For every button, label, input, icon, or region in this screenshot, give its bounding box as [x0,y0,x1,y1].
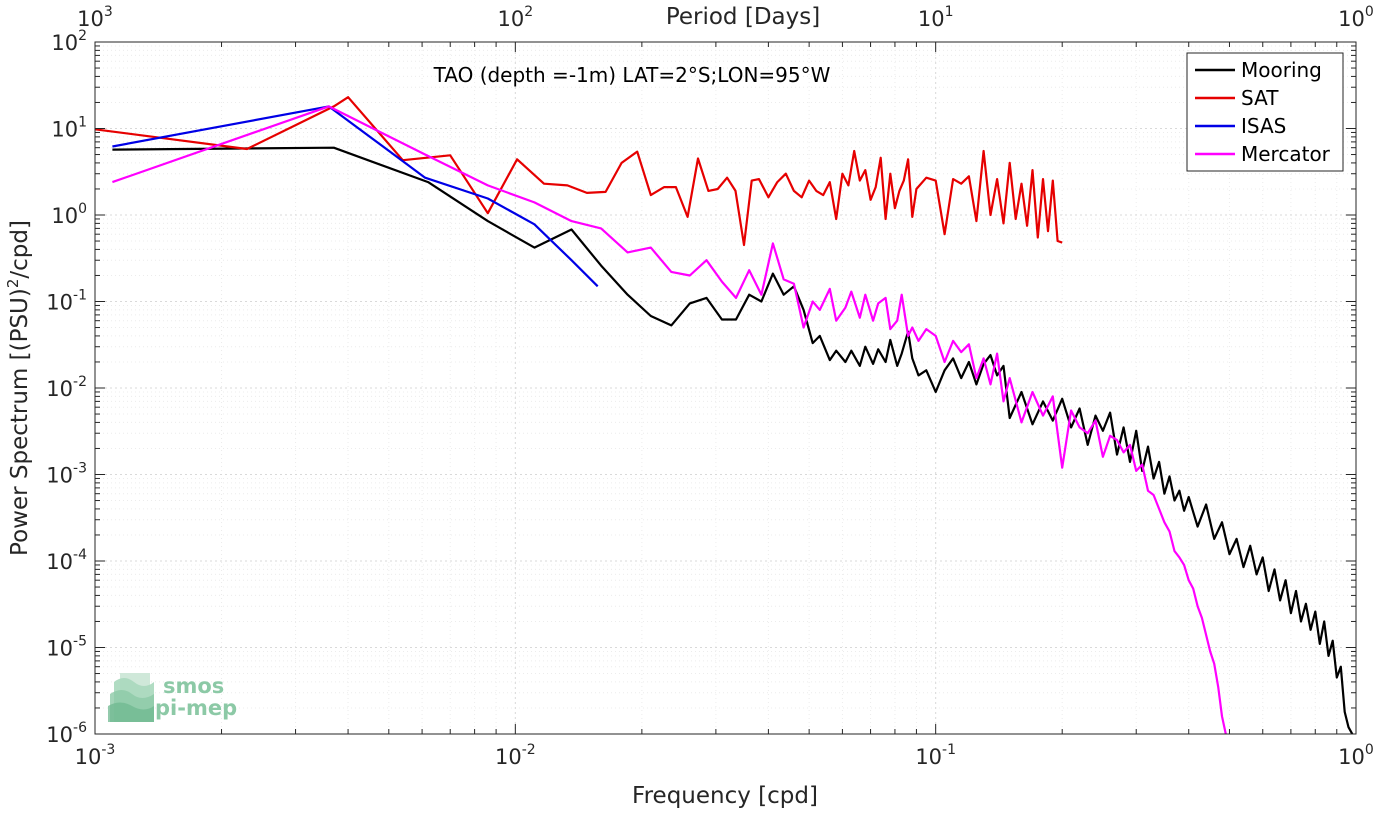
x-tick-label: 100 [1338,742,1374,769]
top-tick-label-base: 10 [498,7,525,31]
y-axis-label-superscript: 2 [4,279,22,289]
top-tick-label: 102 [498,4,534,31]
top-tick-label-base: 10 [1338,7,1365,31]
series-line-mooring [112,146,1354,735]
y-tick-label-exponent: -4 [73,547,87,563]
x-tick-label-base: 10 [915,745,942,769]
logo-text-pimep: pi-mep [155,696,237,720]
x-tick-label: 10-3 [75,742,116,769]
y-tick-label-exponent: -3 [73,461,87,477]
series-layer [94,96,1354,735]
series-line-mercator [112,105,1227,735]
top-tick-label-exponent: 3 [104,4,113,20]
y-tick-label-base: 10 [51,204,78,228]
y-tick-label: 10-3 [46,461,87,488]
y-tick-label-exponent: 2 [78,28,87,44]
top-tick-label: 103 [77,4,113,31]
top-axis-label: Period [Days] [666,4,820,30]
x-tick-label-base: 10 [1338,745,1365,769]
x-tick-label-exponent: -1 [942,742,956,758]
y-tick-label-base: 10 [51,31,78,55]
top-tick-label-exponent: 0 [1365,4,1374,20]
x-tick-label-exponent: 0 [1365,742,1374,758]
y-tick-label: 10-2 [46,374,87,401]
y-tick-label-exponent: -2 [73,374,87,390]
logo-text-smos: smos [163,674,224,698]
series-line-sat [94,96,1063,247]
y-tick-label-exponent: -1 [73,288,87,304]
top-tick-label-exponent: 2 [524,4,533,20]
x-tick-label: 10-2 [495,742,536,769]
x-tick-label-exponent: -3 [101,742,115,758]
smos-pi-mep-logo: smos pi-mep [108,673,237,722]
top-tick-label-exponent: 1 [945,4,954,20]
x-tick-label-exponent: -2 [522,742,536,758]
legend-label-mooring: Mooring [1241,58,1322,82]
y-tick-label-base: 10 [46,550,73,574]
y-tick-label-exponent: 0 [78,201,87,217]
legend-label-isas: ISAS [1241,114,1286,138]
y-tick-label: 100 [51,201,87,228]
x-tick-label-base: 10 [75,745,102,769]
y-tick-label-base: 10 [51,118,78,142]
top-tick-label: 101 [918,4,954,31]
y-tick-label: 10-4 [46,547,87,574]
x-tick-label-base: 10 [495,745,522,769]
y-axis-label: Power Spectrum [(PSU)2/cpd] [4,220,33,556]
y-tick-label-exponent: -5 [73,634,87,650]
top-tick-label: 100 [1338,4,1374,31]
y-axis-label-suffix: /cpd] [7,220,33,279]
y-tick-label-base: 10 [46,377,73,401]
y-tick-label-exponent: -6 [73,720,87,736]
top-tick-label-base: 10 [918,7,945,31]
y-axis-label-prefix: Power Spectrum [(PSU) [7,288,33,556]
y-tick-label: 10-5 [46,634,87,661]
y-tick-label-exponent: 1 [78,115,87,131]
y-tick-label-base: 10 [46,723,73,747]
top-tick-label-base: 10 [77,7,104,31]
chart-title: TAO (depth =-1m) LAT=2°S;LON=95°W [433,63,831,87]
legend-box [1186,52,1344,172]
x-axis-label: Frequency [cpd] [632,783,818,809]
y-tick-label-base: 10 [46,637,73,661]
y-tick-label: 10-6 [46,720,87,747]
y-tick-label-base: 10 [46,291,73,315]
y-tick-label: 10-1 [46,288,87,315]
y-tick-label: 102 [51,28,87,55]
legend-label-mercator: Mercator [1241,142,1331,166]
x-tick-label: 10-1 [915,742,956,769]
y-tick-label-base: 10 [46,464,73,488]
logo-wave-icon [108,673,154,722]
y-tick-label: 101 [51,115,87,142]
legend-label-sat: SAT [1241,86,1279,110]
legend: Mooring SAT ISAS Mercator [1186,52,1344,172]
